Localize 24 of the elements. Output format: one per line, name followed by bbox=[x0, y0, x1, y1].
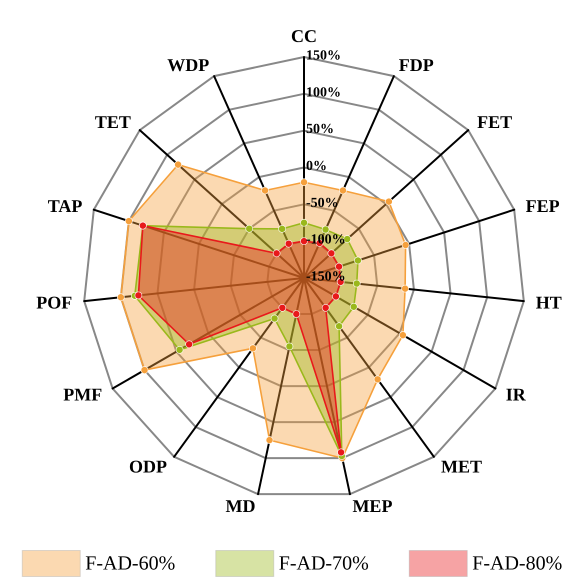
spoke-label: MD bbox=[226, 496, 256, 516]
spoke-label: POF bbox=[36, 292, 72, 312]
y-tick-label: -150% bbox=[306, 270, 346, 284]
spoke-label: IR bbox=[506, 384, 527, 404]
spoke-label: HT bbox=[536, 292, 562, 312]
spoke-label: FEP bbox=[526, 196, 560, 216]
spoke-label: TET bbox=[94, 112, 131, 132]
y-tick-label: -50% bbox=[306, 196, 339, 211]
spoke-label: FET bbox=[477, 112, 512, 132]
spoke-label: ODP bbox=[129, 456, 168, 476]
y-tick-label: 100% bbox=[306, 85, 341, 100]
spoke-label: MET bbox=[440, 456, 482, 476]
legend-label: F-AD-70% bbox=[278, 552, 369, 574]
spoke-label: FDP bbox=[398, 55, 434, 76]
spoke-label: PMF bbox=[63, 384, 102, 404]
spoke-label: MEP bbox=[352, 496, 392, 516]
y-tick-label: 150% bbox=[306, 48, 341, 64]
legend-label: F-AD-60% bbox=[85, 552, 176, 574]
legend-label: F-AD-80% bbox=[472, 552, 562, 574]
spoke-label: CC bbox=[291, 26, 317, 46]
spoke-label: TAP bbox=[48, 196, 82, 216]
y-tick-label: 50% bbox=[306, 122, 334, 138]
spoke-label: WDP bbox=[167, 55, 210, 76]
y-tick-label: 0% bbox=[306, 159, 327, 174]
